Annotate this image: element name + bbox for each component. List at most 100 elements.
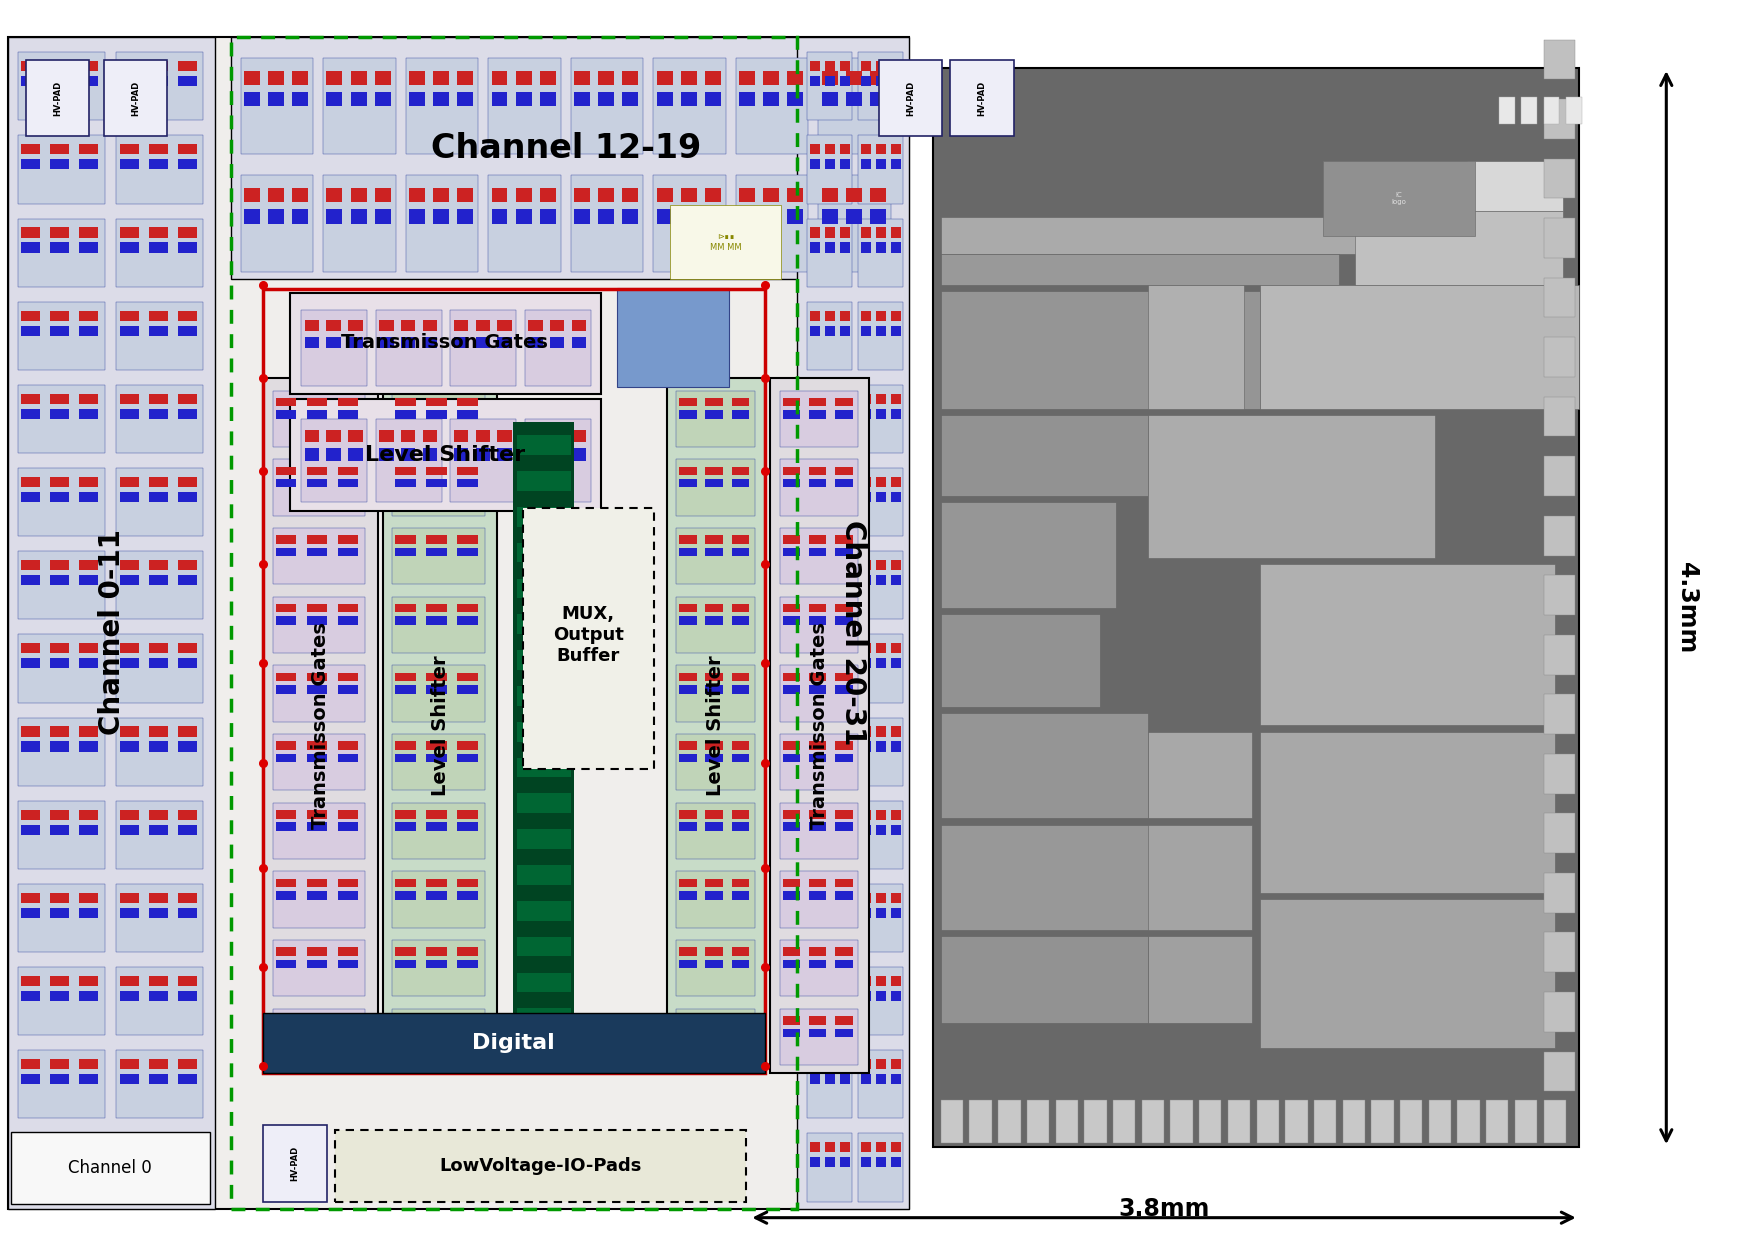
Bar: [405, 176, 479, 272]
Bar: [652, 176, 726, 272]
Bar: [675, 596, 754, 653]
Bar: [809, 536, 826, 543]
Bar: [861, 394, 872, 404]
Bar: [116, 884, 203, 952]
Bar: [861, 76, 872, 87]
Bar: [337, 616, 358, 625]
Bar: [835, 616, 852, 625]
Bar: [821, 210, 838, 223]
Bar: [517, 650, 570, 670]
Bar: [763, 71, 779, 86]
Bar: [426, 879, 447, 887]
Bar: [326, 71, 342, 86]
Bar: [307, 398, 326, 407]
Bar: [458, 604, 477, 613]
Bar: [656, 188, 672, 202]
Bar: [809, 548, 826, 556]
Bar: [570, 176, 644, 272]
Bar: [49, 61, 68, 71]
Bar: [891, 1157, 902, 1168]
Bar: [551, 320, 565, 331]
Bar: [177, 477, 196, 487]
Bar: [119, 991, 139, 1001]
Bar: [845, 71, 861, 86]
Bar: [454, 337, 468, 348]
Bar: [891, 61, 902, 71]
Bar: [149, 976, 168, 986]
Bar: [177, 908, 196, 918]
Bar: [810, 810, 819, 820]
Bar: [307, 754, 326, 763]
Bar: [307, 672, 326, 681]
Bar: [840, 976, 851, 986]
Bar: [289, 293, 602, 394]
Bar: [393, 872, 484, 928]
Bar: [824, 242, 835, 253]
Bar: [149, 159, 168, 170]
Bar: [528, 337, 542, 348]
Bar: [891, 144, 902, 155]
Bar: [307, 892, 326, 899]
Bar: [458, 892, 477, 899]
Bar: [409, 71, 424, 86]
Bar: [731, 879, 749, 887]
Bar: [809, 1028, 826, 1037]
Bar: [623, 210, 638, 223]
Bar: [679, 742, 696, 750]
Bar: [861, 144, 872, 155]
Bar: [891, 76, 902, 87]
Bar: [426, 810, 447, 818]
Bar: [119, 1142, 139, 1152]
Bar: [781, 666, 858, 722]
Bar: [679, 466, 696, 475]
Bar: [656, 71, 672, 86]
Bar: [675, 872, 754, 928]
Bar: [516, 188, 531, 202]
Bar: [149, 492, 168, 502]
Bar: [840, 159, 851, 170]
Bar: [1544, 694, 1575, 734]
Bar: [119, 76, 139, 87]
Bar: [1259, 564, 1554, 725]
Text: IC
logo: IC logo: [1391, 192, 1407, 205]
Bar: [861, 242, 872, 253]
Bar: [337, 810, 358, 818]
Bar: [177, 61, 196, 71]
Bar: [293, 71, 309, 86]
Bar: [652, 58, 726, 154]
Bar: [402, 448, 416, 460]
Bar: [861, 310, 872, 321]
Bar: [307, 479, 326, 487]
Bar: [810, 242, 819, 253]
Bar: [49, 326, 68, 336]
Bar: [119, 394, 139, 404]
Bar: [835, 479, 852, 487]
Bar: [349, 337, 363, 348]
Bar: [433, 71, 449, 86]
Bar: [551, 337, 565, 348]
Bar: [810, 159, 819, 170]
Bar: [788, 71, 803, 86]
Text: Channel 20-31: Channel 20-31: [838, 520, 866, 745]
Bar: [675, 666, 754, 722]
Bar: [307, 684, 326, 693]
Bar: [458, 616, 477, 625]
Bar: [840, 326, 851, 336]
Bar: [351, 71, 367, 86]
Bar: [177, 310, 196, 321]
Bar: [337, 684, 358, 693]
Bar: [875, 409, 886, 419]
Bar: [49, 908, 68, 918]
Bar: [458, 479, 477, 487]
Bar: [824, 326, 835, 336]
Bar: [21, 1142, 40, 1152]
Bar: [788, 92, 803, 107]
Bar: [840, 658, 851, 668]
Bar: [119, 727, 139, 737]
Bar: [149, 742, 168, 751]
Bar: [177, 825, 196, 835]
Bar: [840, 492, 851, 502]
Bar: [119, 477, 139, 487]
Bar: [679, 879, 696, 887]
Bar: [119, 159, 139, 170]
